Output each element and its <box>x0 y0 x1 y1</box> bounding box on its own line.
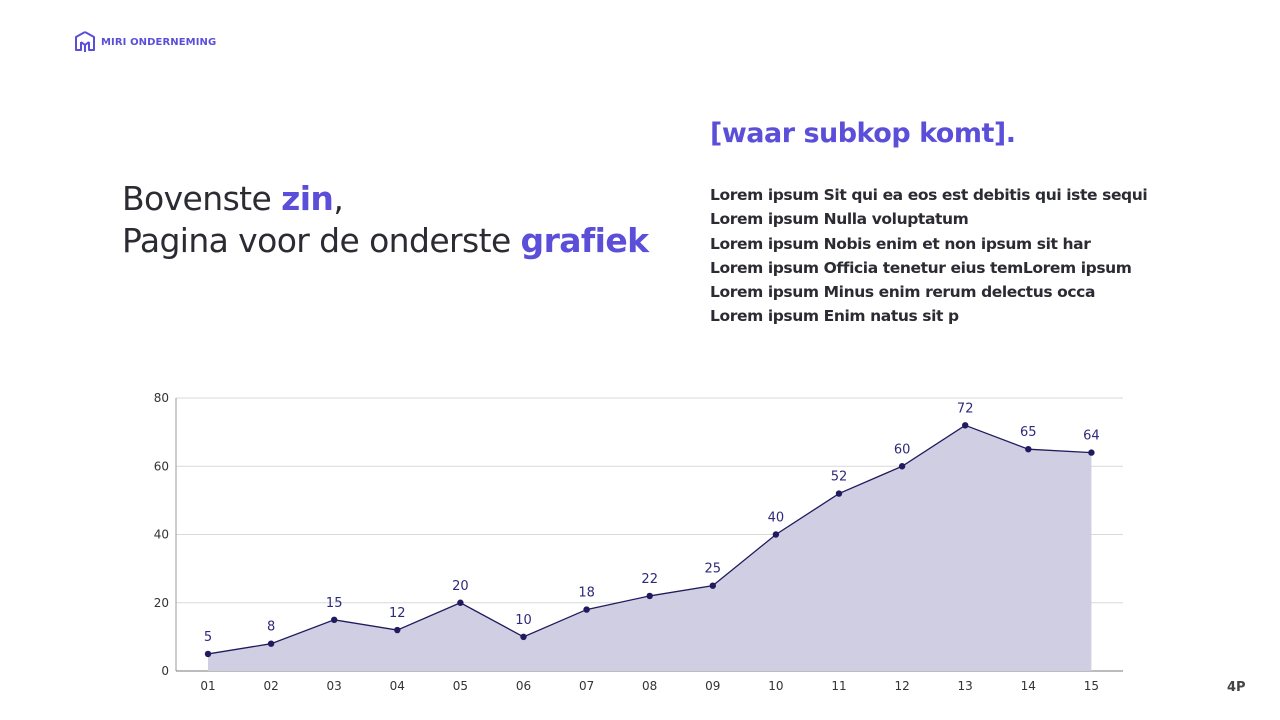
chart-labels: 0 20 40 60 80 5 01 8 02 15 03 12 04 20 05 10 06 18 07 22 08 2… <box>154 391 1100 693</box>
y-tick-label: 20 <box>154 596 169 610</box>
data-label: 60 <box>894 442 911 457</box>
series-area <box>208 425 1092 671</box>
x-tick-label: 09 <box>705 679 720 693</box>
data-label: 25 <box>705 562 722 577</box>
data-label: 52 <box>831 470 848 485</box>
title-line2-accent: grafiek <box>520 221 650 260</box>
data-label: 5 <box>204 630 212 645</box>
data-point <box>898 463 906 470</box>
x-tick-label: 10 <box>768 679 783 693</box>
body-line: Lorem ipsum Enim natus sit p <box>710 307 959 326</box>
x-tick-label: 01 <box>200 679 215 693</box>
data-label: 12 <box>389 606 406 621</box>
brand-name: MIRI ONDERNEMING <box>101 36 217 48</box>
y-tick-label: 40 <box>154 528 169 542</box>
data-label: 72 <box>957 401 974 416</box>
data-point <box>962 422 969 429</box>
data-point <box>709 582 716 589</box>
house-logo-icon <box>75 31 95 52</box>
x-tick-label: 14 <box>1021 679 1036 693</box>
x-tick-label: 11 <box>831 679 846 693</box>
body-text-list: Lorem ipsum Sit qui ea eos est debitis q… <box>710 183 1148 329</box>
y-tick-label: 0 <box>161 664 169 678</box>
data-point <box>646 592 653 600</box>
x-tick-label: 07 <box>579 679 594 693</box>
brand-logo: MIRI ONDERNEMING <box>75 31 216 53</box>
data-point <box>772 531 780 538</box>
body-line: Lorem ipsum Minus enim rerum delectus oc… <box>710 283 1096 302</box>
data-point <box>457 599 464 606</box>
data-label: 20 <box>452 579 469 594</box>
title-line1-punct: , <box>333 179 344 218</box>
data-point <box>394 626 401 634</box>
data-point <box>1088 449 1095 456</box>
page-number: 4P <box>1227 680 1246 695</box>
subheading: [waar subkop komt]. <box>710 118 1016 149</box>
title-line-1: Bovenste zin, <box>122 178 649 220</box>
data-point <box>835 490 843 497</box>
data-label: 18 <box>578 586 595 601</box>
y-tick-label: 60 <box>154 459 169 473</box>
data-label: 64 <box>1083 429 1100 444</box>
data-label: 65 <box>1020 425 1037 440</box>
body-line: Lorem ipsum Nobis enim et non ipsum sit … <box>710 234 1091 253</box>
x-tick-label: 13 <box>958 679 973 693</box>
data-label: 40 <box>768 511 785 526</box>
y-tick-label: 80 <box>154 391 169 405</box>
x-tick-label: 05 <box>453 679 468 693</box>
body-line: Lorem ipsum Officia tenetur eius temLore… <box>710 258 1132 277</box>
data-label: 10 <box>515 613 532 628</box>
data-point <box>331 616 338 624</box>
body-line: Lorem ipsum Sit qui ea eos est debitis q… <box>710 186 1148 204</box>
body-line: Lorem ipsum Nulla voluptatum <box>710 210 969 229</box>
data-point <box>267 640 275 647</box>
title-line2-text: Pagina voor de onderste <box>122 221 521 260</box>
data-label: 22 <box>641 572 658 587</box>
data-point <box>520 633 527 641</box>
title-line1-accent: zin <box>281 179 334 218</box>
chart-series <box>204 422 1095 671</box>
page-title: Bovenste zin, Pagina voor de onderste gr… <box>122 178 649 262</box>
data-point <box>204 650 212 658</box>
x-tick-label: 12 <box>894 679 909 693</box>
x-tick-label: 15 <box>1084 679 1099 693</box>
x-tick-label: 06 <box>516 679 531 693</box>
data-label: 8 <box>267 620 275 635</box>
x-tick-label: 08 <box>642 679 657 693</box>
data-point <box>1025 445 1032 453</box>
x-tick-label: 02 <box>263 679 278 693</box>
title-line1-text: Bovenste <box>122 179 282 218</box>
title-line-2: Pagina voor de onderste grafiek <box>122 220 649 262</box>
x-tick-label: 04 <box>390 679 405 693</box>
data-label: 15 <box>326 596 343 611</box>
x-tick-label: 03 <box>327 679 342 693</box>
data-point <box>583 606 590 613</box>
